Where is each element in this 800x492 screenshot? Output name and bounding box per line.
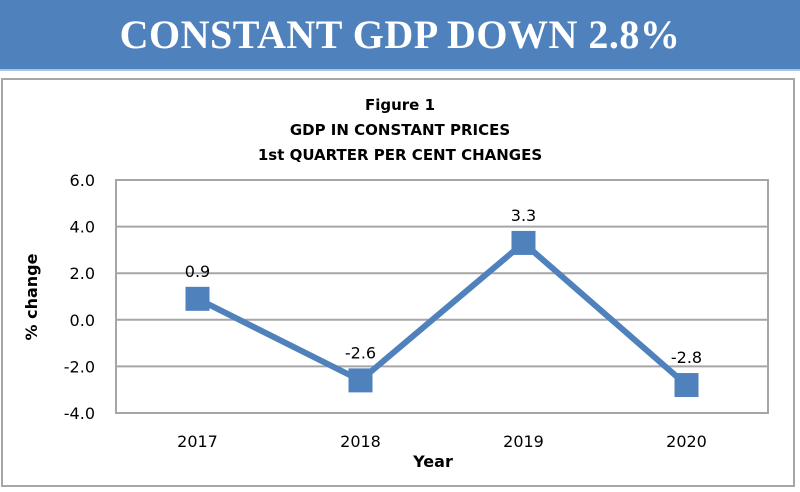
data-point-marker (185, 286, 210, 311)
data-label: -2.6 (345, 343, 376, 362)
chart-frame (1, 78, 795, 487)
x-axis-title: Year (412, 452, 453, 471)
headline-banner: CONSTANT GDP DOWN 2.8% (0, 0, 800, 71)
y-tick-labels: 6.0 4.0 2.0 0.0 -2.0 -4.0 (64, 171, 95, 423)
x-tick-label: 2018 (340, 432, 381, 451)
y-axis-title: % change (22, 253, 41, 340)
y-tick-label: 4.0 (70, 218, 95, 237)
chart-title-line-2: GDP IN CONSTANT PRICES (289, 121, 511, 139)
chart-title-line-3: 1st QUARTER PER CENT CHANGES (257, 146, 543, 164)
y-tick-label: 6.0 (70, 171, 95, 190)
data-point-marker (348, 368, 373, 393)
data-labels: 0.9 -2.6 3.3 -2.8 (185, 206, 702, 367)
data-point-marker (674, 373, 699, 398)
plot-area-border (115, 179, 769, 414)
data-label: 3.3 (511, 206, 536, 225)
y-tick-label: -2.0 (64, 357, 95, 376)
data-label: 0.9 (185, 262, 210, 281)
x-tick-label: 2017 (177, 432, 218, 451)
gridlines (116, 179, 768, 414)
series-markers (185, 230, 699, 398)
y-tick-label: 2.0 (70, 264, 95, 283)
y-tick-label: 0.0 (70, 311, 95, 330)
data-point-marker (511, 230, 536, 255)
x-tick-label: 2019 (503, 432, 544, 451)
y-tick-label: -4.0 (64, 404, 95, 423)
data-label: -2.8 (671, 348, 702, 367)
series-line (196, 238, 689, 388)
x-tick-label: 2020 (666, 432, 707, 451)
headline-title: CONSTANT GDP DOWN 2.8% (119, 12, 681, 57)
chart-title-line-1: Figure 1 (364, 96, 436, 114)
x-tick-labels: 2017 2018 2019 2020 (177, 432, 707, 451)
